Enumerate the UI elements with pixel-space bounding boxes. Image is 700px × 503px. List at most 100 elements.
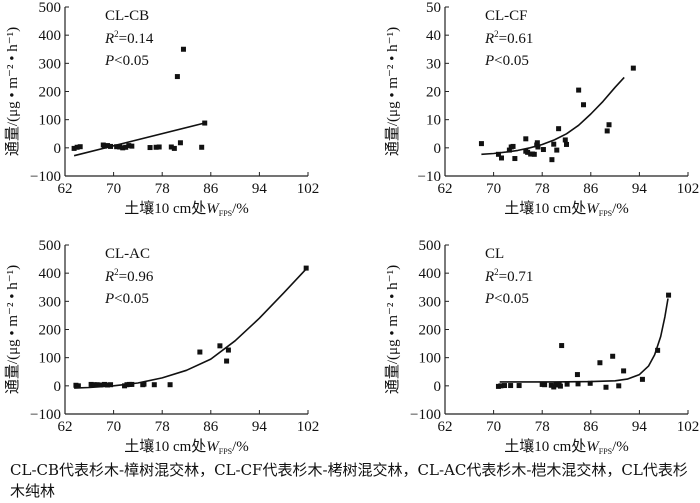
- y-tick-label: 200: [419, 323, 442, 339]
- data-point: [108, 143, 114, 149]
- x-label-prefix: 土壤10 cm处: [124, 199, 206, 217]
- panel-label: CL-CF: [485, 8, 528, 24]
- data-point: [177, 140, 183, 146]
- data-point: [129, 143, 135, 149]
- data-point: [556, 126, 562, 132]
- fit-curve: [73, 122, 205, 157]
- y-tick-label: 500: [419, 238, 442, 254]
- data-point: [534, 140, 540, 146]
- y-tick-label: 500: [39, 0, 62, 16]
- data-point: [502, 383, 508, 389]
- r-symbol: R: [104, 269, 114, 285]
- y-tick-label: 0: [54, 379, 62, 395]
- data-point: [174, 74, 180, 80]
- y-tick-label: 20: [426, 85, 441, 101]
- x-label-var: W: [586, 201, 600, 217]
- data-point: [531, 151, 537, 157]
- data-point: [498, 383, 504, 389]
- x-tick-label: 70: [106, 419, 121, 435]
- fit-curve: [481, 76, 625, 156]
- data-point: [535, 144, 541, 150]
- x-tick-label: 94: [632, 181, 648, 197]
- p-value-label: P<0.05: [104, 53, 149, 69]
- data-point: [512, 156, 518, 162]
- data-point: [202, 120, 208, 126]
- data-point: [564, 381, 570, 387]
- data-point: [114, 144, 120, 150]
- p-value-label: P<0.05: [104, 291, 149, 307]
- data-point: [478, 141, 484, 147]
- panel-cl-ac: −100 0 100 200 300 400 500 62 70 78 86 94 102 土壤10 cm…: [4, 238, 319, 456]
- y-tick-label: 0: [54, 141, 62, 157]
- data-point: [587, 380, 593, 386]
- y-tick-label: 200: [39, 85, 62, 101]
- data-point: [141, 381, 147, 387]
- x-tick-label: 102: [297, 419, 320, 435]
- data-point: [105, 143, 111, 149]
- data-point: [549, 157, 555, 163]
- x-label-sub: FPS: [219, 209, 232, 218]
- r-squared-label: R2=0.71: [484, 267, 533, 285]
- data-point: [630, 65, 636, 71]
- x-label-prefix: 土壤10 cm处: [504, 199, 586, 217]
- data-point: [153, 144, 159, 150]
- data-point: [655, 347, 661, 353]
- data-point: [525, 149, 531, 155]
- data-point: [597, 360, 603, 366]
- data-point: [129, 381, 135, 387]
- data-point: [180, 46, 186, 52]
- data-point: [74, 144, 80, 150]
- y-tick-label: 200: [39, 323, 62, 339]
- x-axis-label: 土壤10 cm处WFPS/%: [504, 199, 629, 218]
- data-point: [225, 347, 231, 353]
- data-point: [199, 144, 205, 150]
- data-point: [156, 144, 162, 150]
- x-tick-label: 78: [535, 419, 550, 435]
- y-tick-label: −100: [410, 407, 441, 423]
- y-axis-label: 通量/(μg • m⁻² • h⁻¹): [384, 265, 401, 394]
- data-point: [117, 144, 123, 150]
- p-symbol: P: [104, 291, 114, 307]
- data-point: [101, 143, 107, 149]
- data-point: [151, 382, 157, 388]
- r-squared-label: R2=0.14: [104, 29, 154, 47]
- y-tick-label: 400: [39, 266, 62, 282]
- y-tick-label: −100: [30, 407, 61, 423]
- x-label-sub: FPS: [599, 447, 612, 456]
- r-squared-value: =0.61: [499, 31, 534, 47]
- r-squared-value: =0.71: [499, 269, 534, 285]
- x-tick-label: 86: [583, 419, 599, 435]
- r-squared-value: =0.14: [119, 31, 154, 47]
- x-label-var: W: [206, 201, 220, 217]
- r-squared-label: R2=0.96: [104, 267, 154, 285]
- x-label-suffix: /%: [612, 201, 629, 217]
- panel-label: CL-AC: [105, 246, 150, 262]
- r-superscript: 2: [114, 267, 119, 277]
- y-tick-label: 400: [419, 266, 442, 282]
- x-label-suffix: /%: [232, 201, 249, 217]
- x-label-var: W: [206, 439, 220, 455]
- data-point: [77, 144, 83, 150]
- data-point: [606, 122, 612, 128]
- data-point: [217, 343, 223, 349]
- data-point: [91, 382, 97, 388]
- r-symbol: R: [104, 31, 114, 47]
- panel-cl: −100 0 100 200 300 400 500 62 70 78 86 94 102 土壤10 cm…: [384, 238, 699, 456]
- data-point: [506, 147, 512, 153]
- data-point: [101, 381, 107, 387]
- data-point: [147, 145, 153, 151]
- data-point: [224, 358, 230, 364]
- y-tick-label: 300: [39, 56, 62, 72]
- x-label-suffix: /%: [612, 439, 629, 455]
- x-axis-label: 土壤10 cm处WFPS/%: [124, 437, 249, 456]
- x-tick-label: 94: [252, 419, 268, 435]
- y-tick-label: 300: [39, 294, 62, 310]
- p-value-label: P<0.05: [484, 53, 529, 69]
- y-tick-label: 10: [426, 113, 441, 129]
- x-axis-label: 土壤10 cm处WFPS/%: [504, 437, 629, 456]
- data-point: [126, 143, 132, 149]
- p-value: <0.05: [494, 53, 529, 69]
- x-tick-label: 94: [632, 419, 648, 435]
- p-value: <0.05: [114, 53, 149, 69]
